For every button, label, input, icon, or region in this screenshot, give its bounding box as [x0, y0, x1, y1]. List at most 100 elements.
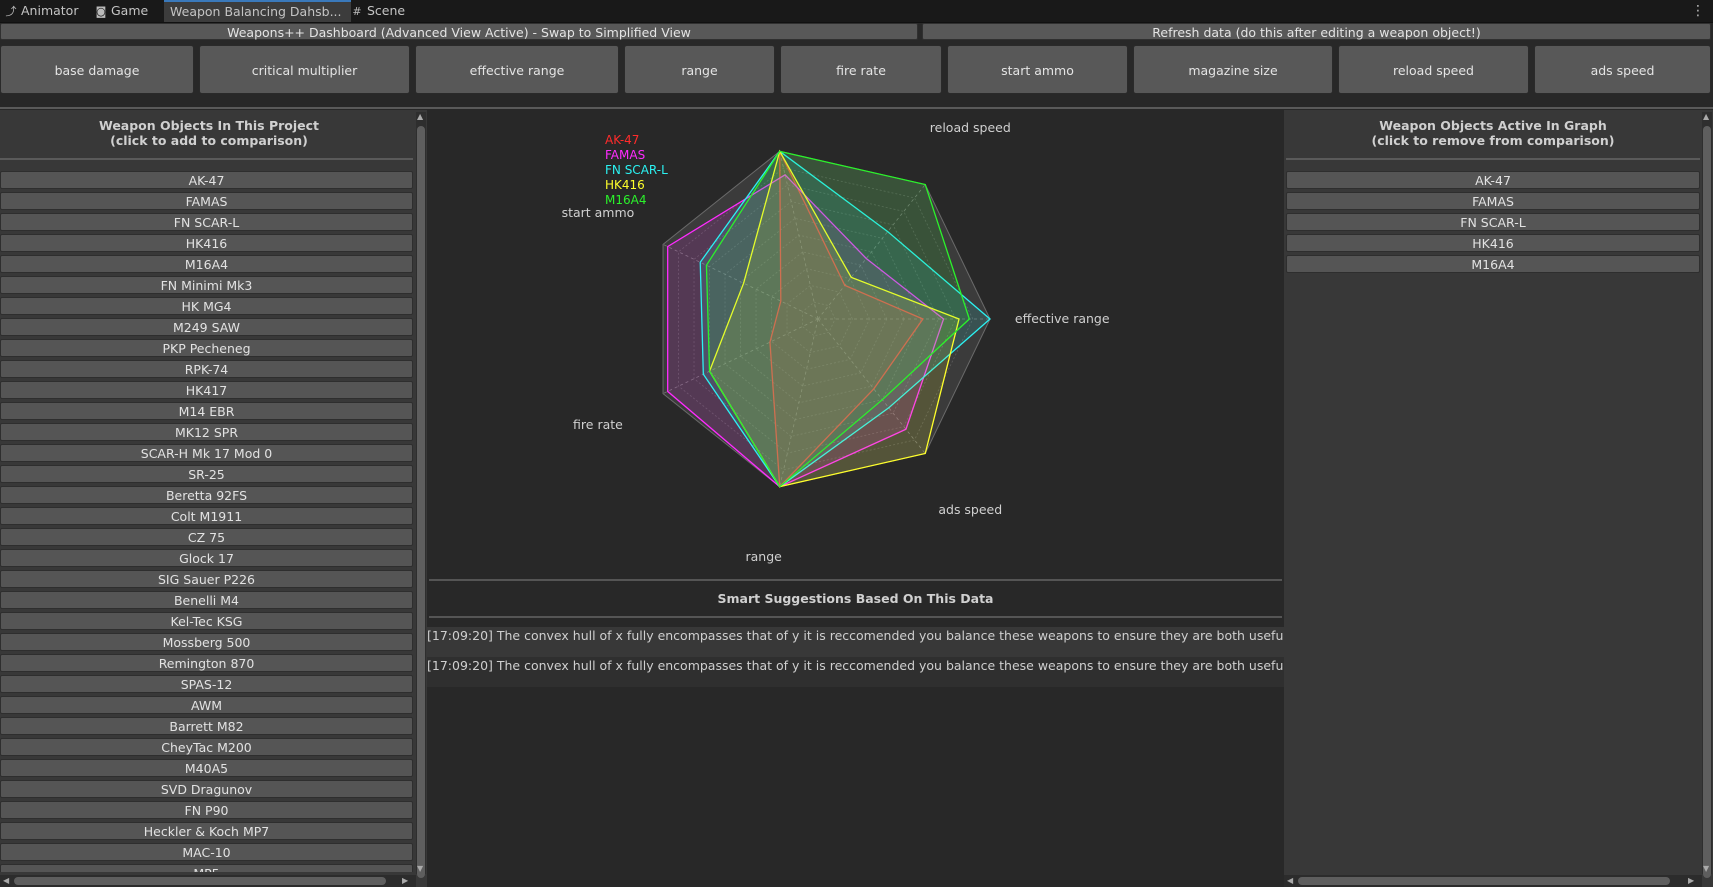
- radar-ring: [693, 184, 957, 454]
- scroll-up-icon[interactable]: ▲: [1703, 112, 1710, 121]
- weapon-item-mossberg-500[interactable]: Mossberg 500: [0, 633, 413, 651]
- scroll-right-icon[interactable]: ▶: [402, 876, 409, 885]
- scrollbar-thumb[interactable]: [1298, 877, 1670, 885]
- weapon-item-kel-tec-ksg[interactable]: Kel-Tec KSG: [0, 612, 413, 630]
- stat-button-reload-speed[interactable]: reload speed: [1338, 45, 1529, 94]
- weapon-item-hk417[interactable]: HK417: [0, 381, 413, 399]
- legend-entry-m16a4: M16A4: [605, 193, 646, 207]
- weapon-item-sr-25[interactable]: SR-25: [0, 465, 413, 483]
- series-polygon-fn-scar-l: [699, 150, 991, 488]
- weapon-item-fn-p90[interactable]: FN P90: [0, 801, 413, 819]
- weapon-item-glock-17[interactable]: Glock 17: [0, 549, 413, 567]
- stat-button-start-ammo[interactable]: start ammo: [947, 45, 1128, 94]
- weapon-item-remington-870[interactable]: Remington 870: [0, 654, 413, 672]
- weapon-item-fn-scar-l[interactable]: FN SCAR-L: [0, 213, 413, 231]
- legend-entry-hk416: HK416: [605, 178, 645, 192]
- divider: [429, 579, 1282, 581]
- weapon-item-rpk-74[interactable]: RPK-74: [0, 360, 413, 378]
- suggestions-title: Smart Suggestions Based On This Data: [717, 591, 994, 606]
- radar-spoke: [817, 318, 926, 454]
- axis-label-range: range: [745, 549, 782, 564]
- weapon-item-heckler-koch-mp7[interactable]: Heckler & Koch MP7: [0, 822, 413, 840]
- radar-spoke: [817, 184, 926, 320]
- weapon-item-colt-m1911[interactable]: Colt M1911: [0, 507, 413, 525]
- suggestion-entry: [17:09:20] The convex hull of x fully en…: [427, 627, 1287, 657]
- scroll-up-icon[interactable]: ▲: [417, 112, 424, 121]
- weapon-item-m249-saw[interactable]: M249 SAW: [0, 318, 413, 336]
- weapon-item-m40a5[interactable]: M40A5: [0, 759, 413, 777]
- stat-button-critical-multiplier[interactable]: critical multiplier: [199, 45, 410, 94]
- project-weapons-list: AK-47 FAMAS FN SCAR-L HK416 M16A4 FN Minimi M…: [0, 110, 416, 872]
- weapon-item-benelli-m4[interactable]: Benelli M4: [0, 591, 413, 609]
- weapon-item-mk12-spr[interactable]: MK12 SPR: [0, 423, 413, 441]
- scroll-left-icon[interactable]: ◀: [1287, 876, 1294, 885]
- weapon-item-m16a4[interactable]: M16A4: [0, 255, 413, 273]
- weapon-item-hk-mg4[interactable]: HK MG4: [0, 297, 413, 315]
- weapon-item-cheytac-m200[interactable]: CheyTac M200: [0, 738, 413, 756]
- weapon-item-ak-47[interactable]: AK-47: [0, 171, 413, 189]
- weapon-item-hk416[interactable]: HK416: [1286, 234, 1700, 252]
- project-weapons-vertical-scrollbar[interactable]: ▲ ▼: [416, 112, 426, 878]
- scrollbar-thumb[interactable]: [417, 126, 425, 878]
- more-options-icon[interactable]: ⋮: [1691, 3, 1705, 19]
- weapon-item-famas[interactable]: FAMAS: [0, 192, 413, 210]
- stat-button-ads-speed[interactable]: ads speed: [1534, 45, 1711, 94]
- tab-label: Scene: [367, 3, 406, 18]
- weapon-item-famas[interactable]: FAMAS: [1286, 192, 1700, 210]
- stat-button-fire-rate[interactable]: fire rate: [780, 45, 942, 94]
- grid-icon: #: [352, 5, 362, 18]
- tab-game[interactable]: ◙ Game: [94, 0, 149, 22]
- tab-scene[interactable]: # Scene: [350, 0, 405, 22]
- tab-label: Animator: [21, 3, 79, 18]
- weapon-item-mac-10[interactable]: MAC-10: [0, 843, 413, 861]
- active-weapons-list: AK-47 FAMAS FN SCAR-L HK416 M16A4: [1286, 110, 1700, 870]
- stat-button-magazine-size[interactable]: magazine size: [1133, 45, 1333, 94]
- project-weapons-panel: Weapon Objects In This Project (click to…: [0, 110, 427, 887]
- stat-button-effective-range[interactable]: effective range: [415, 45, 619, 94]
- weapon-item-m16a4[interactable]: M16A4: [1286, 255, 1700, 273]
- weapon-item-mp5[interactable]: MP5: [0, 864, 413, 872]
- tab-animator[interactable]: ⤴ Animator: [4, 0, 79, 22]
- stat-button-range[interactable]: range: [624, 45, 775, 94]
- weapon-item-svd-dragunov[interactable]: SVD Dragunov: [0, 780, 413, 798]
- radar-ring: [755, 251, 888, 387]
- scroll-down-icon[interactable]: ▼: [1703, 864, 1710, 873]
- weapon-item-ak-47[interactable]: AK-47: [1286, 171, 1700, 189]
- tab-weapon-balancing-dashboard[interactable]: Weapon Balancing Dahsb...: [164, 0, 351, 22]
- weapon-item-beretta-92fs[interactable]: Beretta 92FS: [0, 486, 413, 504]
- weapon-item-sig-sauer-p226[interactable]: SIG Sauer P226: [0, 570, 413, 588]
- scroll-left-icon[interactable]: ◀: [3, 876, 10, 885]
- swap-view-button[interactable]: Weapons++ Dashboard (Advanced View Activ…: [0, 23, 918, 40]
- divider: [0, 158, 413, 160]
- animator-icon: ⤴: [5, 5, 17, 18]
- active-weapons-horizontal-scrollbar[interactable]: ◀ ▶: [1284, 875, 1702, 887]
- series-polygon-famas: [667, 173, 945, 488]
- weapon-item-awm[interactable]: AWM: [0, 696, 413, 714]
- suggestion-entry: [17:09:20] The convex hull of x fully en…: [427, 657, 1287, 687]
- gamepad-icon: ◙: [95, 5, 107, 18]
- axis-label-reload-speed: reload speed: [930, 120, 1011, 135]
- scroll-down-icon[interactable]: ▼: [417, 864, 424, 873]
- scroll-right-icon[interactable]: ▶: [1688, 876, 1695, 885]
- weapon-item-m14-ebr[interactable]: M14 EBR: [0, 402, 413, 420]
- weapon-item-cz-75[interactable]: CZ 75: [0, 528, 413, 546]
- weapon-item-hk416[interactable]: HK416: [0, 234, 413, 252]
- scrollbar-thumb[interactable]: [14, 877, 386, 885]
- stat-button-base-damage[interactable]: base damage: [0, 45, 194, 94]
- editor-tab-bar: ⤴ Animator ◙ Game Weapon Balancing Dahsb..…: [0, 0, 1713, 23]
- legend-entry-ak-47: AK-47: [605, 133, 639, 147]
- weapon-item-barrett-m82[interactable]: Barrett M82: [0, 717, 413, 735]
- active-weapons-vertical-scrollbar[interactable]: ▲ ▼: [1702, 112, 1712, 878]
- weapon-item-spas-12[interactable]: SPAS-12: [0, 675, 413, 693]
- weapon-item-pkp-pecheneg[interactable]: PKP Pecheneg: [0, 339, 413, 357]
- scrollbar-thumb[interactable]: [1703, 126, 1711, 878]
- radar-ring: [771, 268, 871, 370]
- weapon-item-fn-scar-l[interactable]: FN SCAR-L: [1286, 213, 1700, 231]
- weapon-item-fn-minimi-mk3[interactable]: FN Minimi Mk3: [0, 276, 413, 294]
- weapon-item-scar-h-mk-17-mod-0[interactable]: SCAR-H Mk 17 Mod 0: [0, 444, 413, 462]
- refresh-data-button[interactable]: Refresh data (do this after editing a we…: [922, 23, 1711, 40]
- active-weapons-panel: Weapon Objects Active In Graph (click to…: [1284, 110, 1713, 887]
- project-weapons-horizontal-scrollbar[interactable]: ◀ ▶: [0, 875, 416, 887]
